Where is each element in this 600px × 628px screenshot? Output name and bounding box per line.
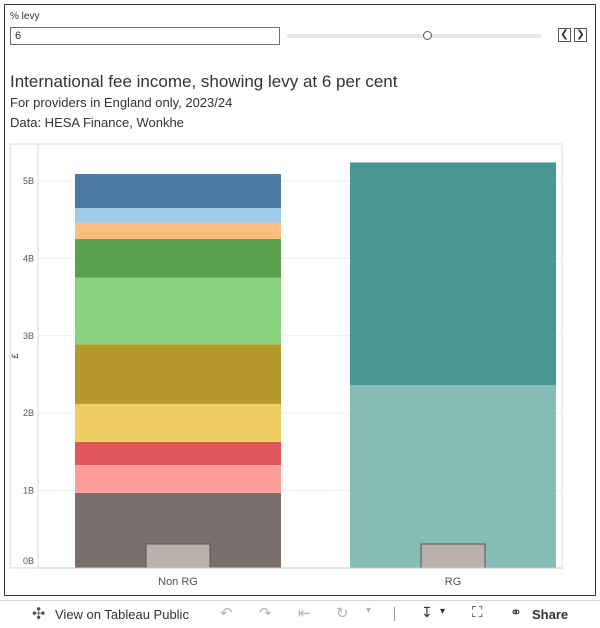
undo-icon[interactable]: ↶ (220, 605, 233, 622)
download-dropdown-icon[interactable]: ▾ (440, 606, 446, 617)
levy-parameter-label: % levy (10, 11, 40, 22)
increment-button[interactable]: ❯ (574, 28, 587, 42)
toolbar-divider (394, 607, 395, 621)
chart-source: Data: HESA Finance, Wonkhe (10, 115, 184, 130)
revert-icon[interactable]: ⇤ (298, 605, 311, 622)
y-tick-label: 2B (23, 408, 34, 418)
bar-segment (75, 174, 281, 209)
x-category-label: Non RG (158, 576, 198, 588)
levy-slider-thumb[interactable] (422, 31, 432, 40)
bar-segment (75, 239, 281, 278)
y-tick-label: 5B (23, 176, 34, 186)
levy-parameter-input[interactable]: 6 (10, 27, 280, 45)
bar-segment (75, 465, 281, 493)
share-icon[interactable]: ⚭ (510, 604, 522, 620)
bar-segment (75, 344, 281, 404)
y-tick-label: 3B (23, 331, 34, 341)
chart-title: International fee income, showing levy a… (10, 72, 398, 91)
y-tick-label: 0B (23, 556, 34, 566)
redo-icon[interactable]: ↷ (259, 605, 272, 622)
y-axis-title: £ (10, 353, 20, 358)
x-category-label: RG (445, 576, 462, 588)
refresh-dropdown-icon[interactable]: ▾ (366, 605, 372, 616)
chart-subtitle: For providers in England only, 2023/24 (10, 95, 233, 110)
view-on-tableau-link[interactable]: View on Tableau Public (55, 607, 189, 622)
bar-segment (350, 162, 556, 386)
levy-bar (420, 543, 486, 569)
share-button[interactable]: Share (532, 607, 569, 622)
stacked-bar-chart: 0B 1B 2B 3B 4B 5B £ Non RG RG (9, 143, 563, 588)
y-tick-label: 1B (23, 486, 34, 496)
bar-segment (75, 403, 281, 442)
tableau-toolbar: ✣ View on Tableau Public ↶ ↷ ⇤ ↻ ▾ ↧ ▾ ⛶… (0, 600, 600, 628)
y-tick-label: 4B (23, 253, 34, 263)
tableau-logo-icon: ✣ (32, 606, 46, 623)
bar-segment (75, 222, 281, 240)
bar-segment (75, 441, 281, 466)
bar-segment (75, 208, 281, 223)
fullscreen-icon[interactable]: ⛶ (472, 604, 483, 621)
levy-bar (145, 543, 211, 569)
levy-slider-track[interactable] (287, 34, 541, 38)
refresh-icon[interactable]: ↻ (336, 605, 349, 622)
decrement-button[interactable]: ❮ (558, 28, 571, 42)
download-icon[interactable]: ↧ (421, 604, 433, 620)
bar-segment (75, 277, 281, 345)
bar-segment (350, 385, 556, 568)
